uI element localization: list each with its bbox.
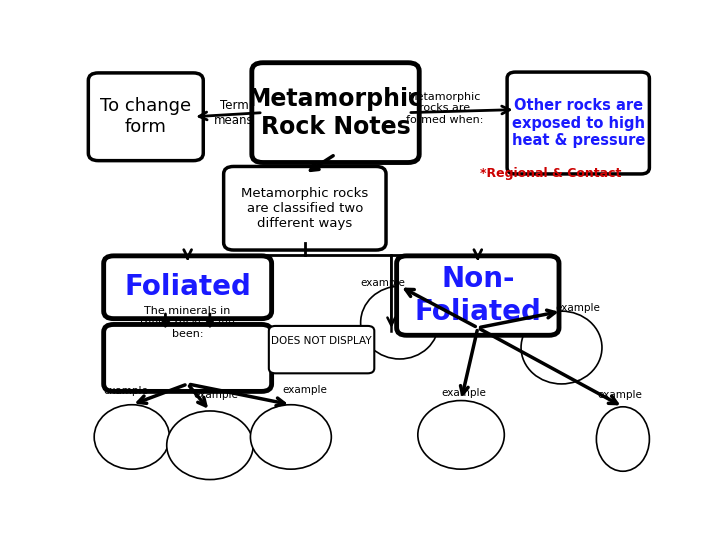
Ellipse shape <box>94 404 169 469</box>
Text: Metamorphic rocks
are classified two
different ways: Metamorphic rocks are classified two dif… <box>241 187 369 230</box>
Ellipse shape <box>251 404 331 469</box>
FancyBboxPatch shape <box>224 166 386 250</box>
FancyBboxPatch shape <box>252 63 419 163</box>
Text: Other rocks are
exposed to high
heat & pressure: Other rocks are exposed to high heat & p… <box>512 98 645 148</box>
FancyBboxPatch shape <box>104 325 271 391</box>
FancyBboxPatch shape <box>507 72 649 174</box>
Text: Term
means: Term means <box>214 99 253 126</box>
Text: example: example <box>193 390 238 400</box>
Text: Non-
Foliated: Non- Foliated <box>415 265 541 326</box>
FancyBboxPatch shape <box>269 326 374 373</box>
Ellipse shape <box>361 286 438 359</box>
Text: example: example <box>104 386 149 396</box>
Text: example: example <box>598 390 642 400</box>
Text: To change
form: To change form <box>100 97 192 136</box>
Text: example: example <box>441 388 486 399</box>
Text: *Regional & Contact: *Regional & Contact <box>480 167 621 180</box>
Text: The minerals in
those rocks have
been:: The minerals in those rocks have been: <box>140 306 235 339</box>
FancyBboxPatch shape <box>397 256 559 335</box>
Text: Foliated: Foliated <box>125 273 251 301</box>
Ellipse shape <box>521 311 602 384</box>
Text: example: example <box>282 385 328 395</box>
Text: DOES NOT DISPLAY: DOES NOT DISPLAY <box>271 336 372 346</box>
Ellipse shape <box>418 401 504 469</box>
Text: example: example <box>556 303 600 313</box>
Text: Metamorphic
Rock Notes: Metamorphic Rock Notes <box>248 87 423 139</box>
Ellipse shape <box>167 411 253 480</box>
Ellipse shape <box>596 407 649 471</box>
Text: Metamorphic
rocks are
formed when:: Metamorphic rocks are formed when: <box>406 92 484 125</box>
FancyBboxPatch shape <box>104 256 271 319</box>
FancyBboxPatch shape <box>89 73 203 160</box>
Text: example: example <box>361 278 405 288</box>
